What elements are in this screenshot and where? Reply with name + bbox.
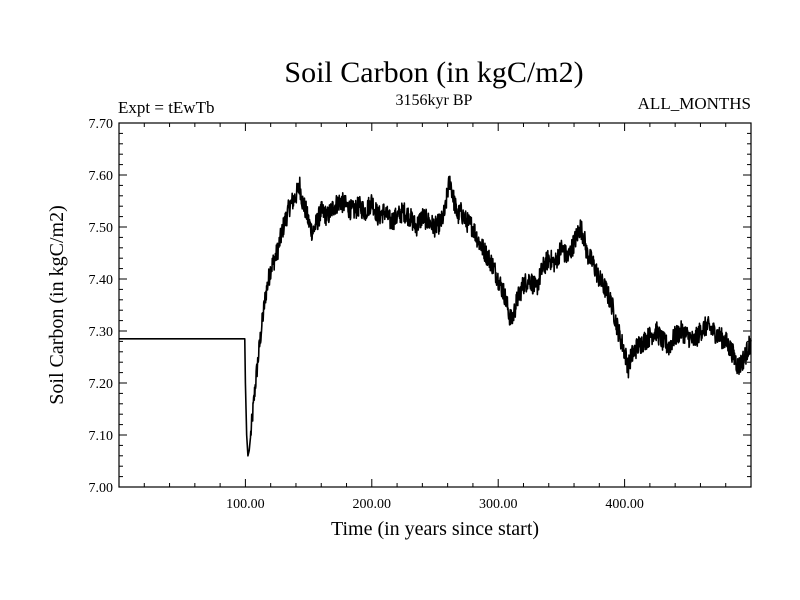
- x-tick-label: 200.00: [353, 497, 392, 512]
- x-tick-label: 300.00: [479, 497, 518, 512]
- plot-frame: [118, 122, 752, 488]
- y-tick-label: 7.30: [89, 325, 114, 340]
- y-tick-label: 7.20: [89, 377, 114, 392]
- x-tick-label: 400.00: [605, 497, 644, 512]
- x-axis-ticks: 100.00 200.00 300.00 400.00: [143, 123, 727, 512]
- experiment-label: Expt = tEwTb: [118, 98, 214, 117]
- chart-title: Soil Carbon (in kgC/m2): [284, 56, 583, 89]
- x-axis-label: Time (in years since start): [331, 518, 539, 540]
- chart-subtitle: 3156kyr BP: [396, 92, 473, 109]
- y-tick-label: 7.50: [89, 221, 114, 236]
- y-axis-label: Soil Carbon (in kgC/m2): [46, 205, 68, 404]
- y-axis-ticks: 7.00 7.10 7.20 7.30 7.40 7.50 7.60 7.70: [89, 117, 751, 496]
- y-tick-label: 7.60: [89, 169, 114, 184]
- plot-lines: [119, 175, 752, 457]
- y-tick-label: 7.10: [89, 429, 114, 444]
- x-tick-label: 100.00: [226, 497, 265, 512]
- y-tick-label: 7.00: [89, 481, 114, 496]
- y-tick-label: 7.40: [89, 273, 114, 288]
- series-line-soil-carbon: [119, 175, 752, 457]
- months-label: ALL_MONTHS: [638, 94, 751, 113]
- y-tick-label: 7.70: [89, 117, 114, 132]
